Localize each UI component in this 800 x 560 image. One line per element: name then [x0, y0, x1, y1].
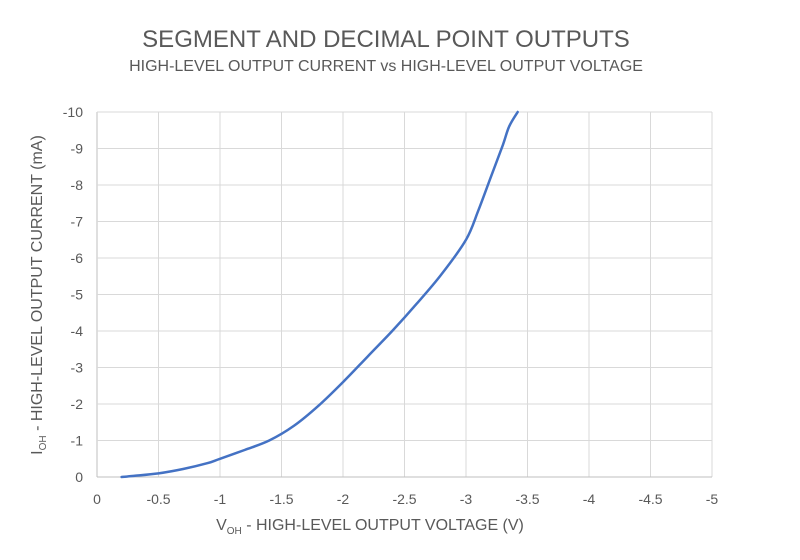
- y-tick-label: -3: [71, 360, 84, 376]
- y-axis-title: IOH - HIGH-LEVEL OUTPUT CURRENT (mA): [29, 135, 49, 455]
- x-tick-label: -4: [583, 491, 596, 507]
- series-layer: [120, 110, 519, 479]
- x-tick-label: -3.5: [515, 491, 539, 507]
- y-tick-label: -8: [71, 177, 84, 193]
- y-tick-label: -2: [71, 396, 84, 412]
- x-tick-label: -3: [460, 491, 473, 507]
- chart-subtitle: HIGH-LEVEL OUTPUT CURRENT vs HIGH-LEVEL …: [129, 58, 643, 75]
- y-tick-label: -9: [71, 141, 84, 157]
- x-tick-label: -1.5: [269, 491, 293, 507]
- x-tick-label: -4.5: [638, 491, 662, 507]
- x-tick-label: 0: [93, 491, 101, 507]
- y-tick-label: -10: [63, 104, 83, 120]
- y-tick-label: -5: [71, 287, 84, 303]
- x-axis-title: VOH - HIGH-LEVEL OUTPUT VOLTAGE (V): [216, 517, 524, 537]
- y-tick-label: -4: [71, 323, 84, 339]
- x-tick-label: -2: [337, 491, 350, 507]
- chart-title: SEGMENT AND DECIMAL POINT OUTPUTS: [142, 26, 630, 53]
- x-tick-label: -1: [214, 491, 227, 507]
- x-tick-label: -0.5: [146, 491, 170, 507]
- y-tick-label: -6: [71, 250, 84, 266]
- tick-labels: 0 -0.5 -1 -1.5 -2 -2.5 -3 -3.5 -4 -4.5 -5 0 -1 -2 -3 -4…: [63, 104, 719, 507]
- gridlines: [96, 111, 713, 478]
- x-tick-label: -2.5: [392, 491, 416, 507]
- y-tick-label: -1: [71, 433, 84, 449]
- y-tick-label: 0: [75, 469, 83, 485]
- x-tick-label: -5: [706, 491, 719, 507]
- y-tick-label: -7: [71, 214, 84, 230]
- series-line: [120, 110, 519, 479]
